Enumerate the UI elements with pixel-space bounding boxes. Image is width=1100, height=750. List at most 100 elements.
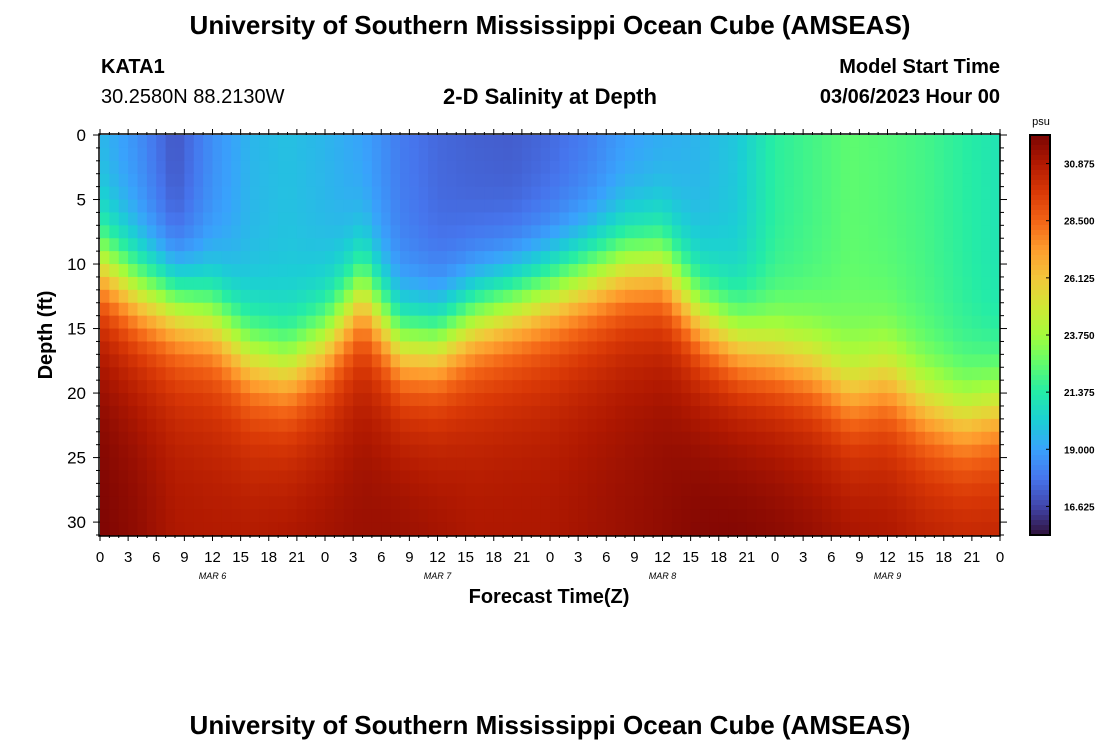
- heatmap-cell: [653, 393, 664, 407]
- heatmap-cell: [418, 186, 429, 201]
- heatmap-cell: [100, 522, 110, 536]
- heatmap-cell: [484, 289, 495, 304]
- heatmap-cell: [718, 393, 729, 407]
- heatmap-cell: [221, 444, 232, 459]
- heatmap-cell: [475, 315, 485, 330]
- heatmap-cell: [456, 380, 467, 394]
- heatmap-cell: [362, 444, 373, 459]
- heatmap-cell: [259, 225, 270, 239]
- heatmap-cell: [559, 380, 570, 394]
- heatmap-cell: [353, 315, 364, 330]
- heatmap-cell: [868, 341, 879, 355]
- heatmap-cell: [250, 405, 260, 420]
- heatmap-cell: [896, 147, 907, 162]
- heatmap-cell: [550, 418, 560, 433]
- heatmap-cell: [221, 470, 232, 484]
- heatmap-cell: [718, 289, 729, 304]
- heatmap-cell: [578, 264, 589, 278]
- heatmap-cell: [962, 418, 973, 433]
- heatmap-cell: [765, 470, 776, 484]
- heatmap-cell: [268, 431, 279, 446]
- heatmap-cell: [109, 328, 120, 343]
- heatmap-cell: [634, 302, 645, 317]
- heatmap-cell: [653, 289, 664, 304]
- heatmap-cell: [606, 431, 617, 446]
- heatmap-cell: [465, 496, 476, 510]
- heatmap-cell: [109, 315, 120, 330]
- heatmap-cell: [896, 522, 907, 536]
- heatmap-cell: [118, 418, 129, 433]
- heatmap-cell: [343, 199, 354, 214]
- heatmap-cell: [709, 496, 720, 510]
- heatmap-cell: [503, 393, 514, 407]
- heatmap-cell: [521, 522, 532, 536]
- heatmap-cell: [343, 341, 354, 355]
- heatmap-cell: [718, 251, 729, 265]
- heatmap-cell: [325, 238, 335, 252]
- heatmap-cell: [540, 444, 551, 459]
- heatmap-cell: [371, 367, 382, 381]
- heatmap-cell: [231, 418, 242, 433]
- heatmap-cell: [709, 393, 720, 407]
- heatmap-cell: [540, 328, 551, 343]
- heatmap-cell: [690, 173, 701, 188]
- heatmap-cell: [484, 212, 495, 226]
- heatmap-cell: [896, 276, 907, 291]
- heatmap-cell: [465, 354, 476, 368]
- colorbar-swatch: [1030, 295, 1050, 301]
- heatmap-cell: [953, 264, 964, 278]
- heatmap-cell: [625, 199, 635, 214]
- heatmap-cell: [315, 354, 326, 368]
- heatmap-cell: [568, 302, 579, 317]
- heatmap-cell: [700, 289, 710, 304]
- heatmap-cell: [521, 367, 532, 381]
- heatmap-cell: [878, 367, 889, 381]
- heatmap-cell: [493, 251, 504, 265]
- heatmap-cell: [990, 431, 1001, 446]
- heatmap-cell: [493, 405, 504, 420]
- heatmap-cell: [212, 251, 223, 265]
- heatmap-cell: [737, 289, 748, 304]
- heatmap-cell: [765, 405, 776, 420]
- station-id: KATA1: [101, 56, 165, 78]
- heatmap-cell: [878, 522, 889, 536]
- heatmap-cell: [212, 225, 223, 239]
- colorbar-swatch: [1030, 215, 1050, 221]
- heatmap-cell: [156, 509, 167, 523]
- heatmap-cell: [803, 367, 814, 381]
- heatmap-cell: [662, 522, 673, 536]
- heatmap-cell: [343, 160, 354, 175]
- heatmap-cell: [100, 251, 110, 265]
- heatmap-cell: [240, 264, 251, 278]
- heatmap-cell: [521, 147, 532, 162]
- x-tick-label: 15: [907, 549, 924, 566]
- heatmap-cell: [896, 199, 907, 214]
- heatmap-cell: [606, 328, 617, 343]
- heatmap-cell: [568, 496, 579, 510]
- heatmap-cell: [137, 354, 148, 368]
- heatmap-cell: [915, 483, 926, 497]
- heatmap-cell: [456, 212, 467, 226]
- heatmap-cell: [568, 522, 579, 536]
- heatmap-cell: [981, 238, 992, 252]
- heatmap-cell: [325, 457, 335, 472]
- heatmap-cell: [765, 431, 776, 446]
- heatmap-cell: [934, 496, 945, 510]
- heatmap-cell: [671, 135, 682, 149]
- heatmap-cell: [334, 238, 345, 252]
- heatmap-cell: [250, 393, 260, 407]
- heatmap-cell: [915, 289, 926, 304]
- heatmap-cell: [418, 135, 429, 149]
- heatmap-cell: [634, 225, 645, 239]
- heatmap-cell: [793, 483, 804, 497]
- heatmap-cell: [165, 225, 176, 239]
- heatmap-cell: [990, 147, 1001, 162]
- heatmap-cell: [362, 199, 373, 214]
- heatmap-cell: [362, 289, 373, 304]
- heatmap-cell: [625, 289, 635, 304]
- heatmap-cell: [700, 367, 710, 381]
- heatmap-cell: [540, 315, 551, 330]
- heatmap-cell: [418, 160, 429, 175]
- heatmap-cell: [868, 264, 879, 278]
- heatmap-cell: [531, 380, 542, 394]
